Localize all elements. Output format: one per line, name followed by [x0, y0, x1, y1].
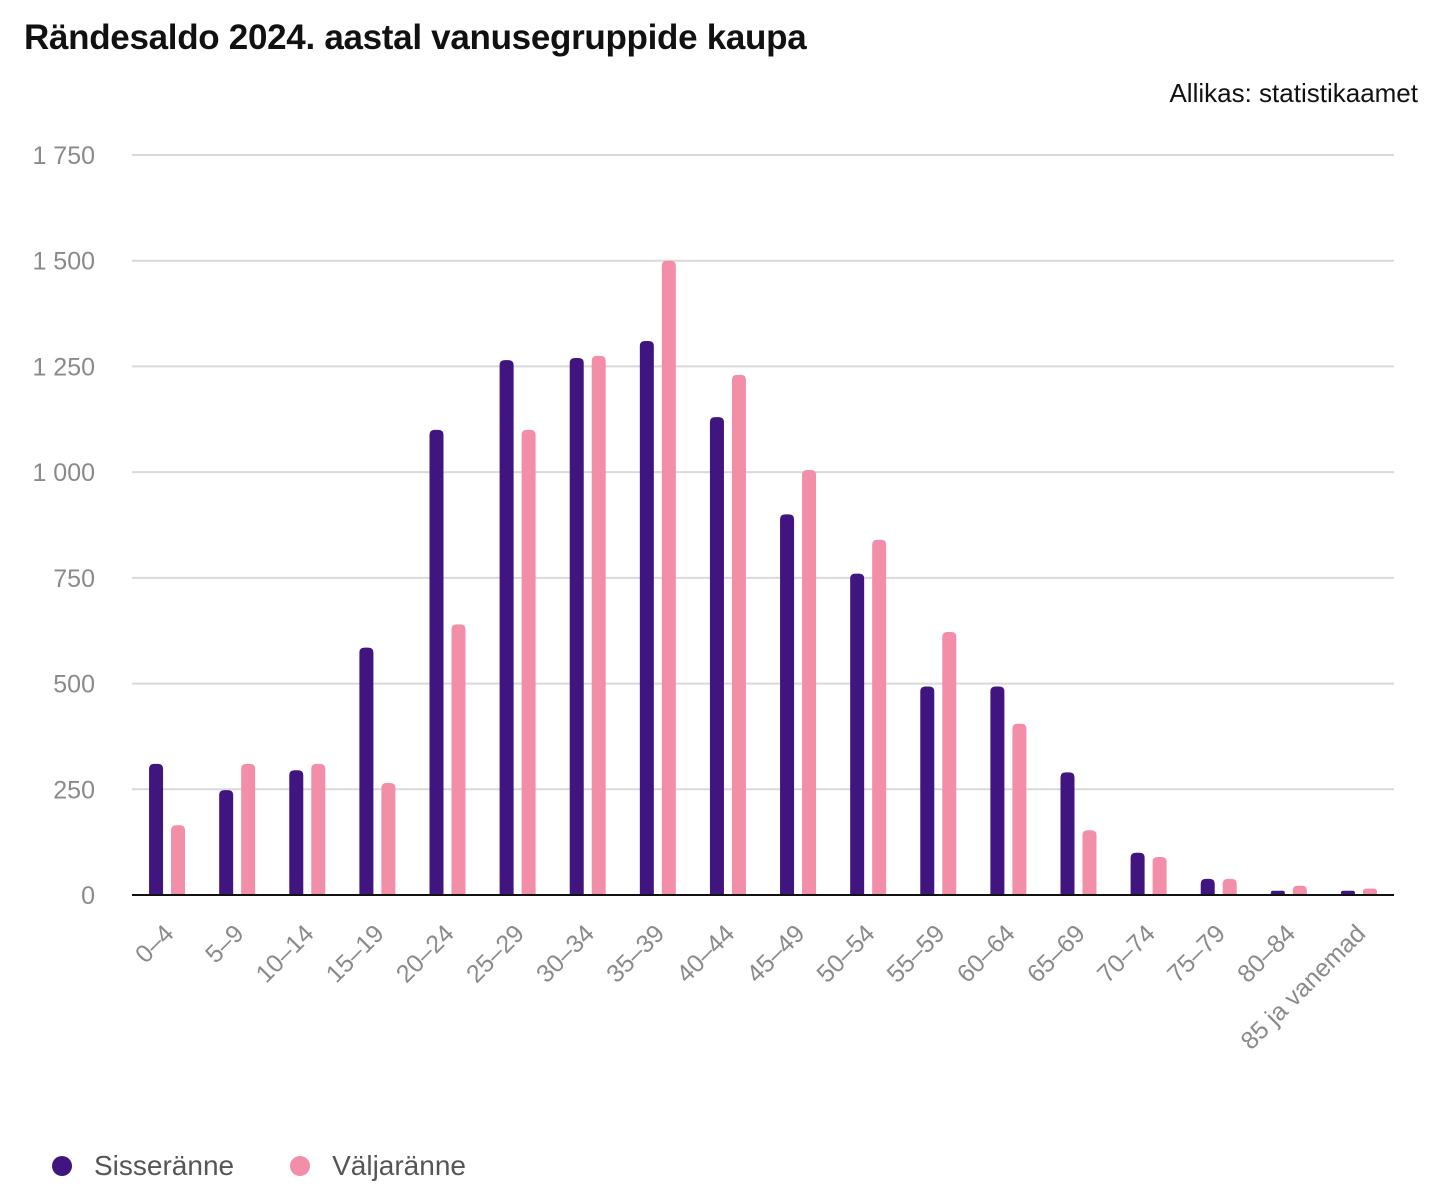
x-tick-label: 10–14	[251, 919, 320, 988]
bar-valjaranne[interactable]	[171, 825, 186, 895]
bar-valjaranne[interactable]	[451, 624, 466, 895]
bar-valjaranne[interactable]	[1152, 856, 1167, 895]
x-tick-label: 75–79	[1162, 919, 1231, 988]
legend-item-sisseranne[interactable]: Sisseränne	[52, 1150, 234, 1182]
bar-sisseranne[interactable]	[709, 417, 724, 895]
bar-sisseranne[interactable]	[639, 341, 654, 895]
bar-sisseranne[interactable]	[219, 790, 234, 895]
x-tick-label: 5–9	[200, 919, 249, 968]
bar-valjaranne[interactable]	[1362, 888, 1377, 895]
legend-label-valjaranne: Väljaränne	[332, 1150, 466, 1181]
x-tick-label: 15–19	[321, 919, 390, 988]
bar-sisseranne[interactable]	[289, 770, 304, 895]
bar-sisseranne[interactable]	[850, 573, 865, 895]
bar-valjaranne[interactable]	[1292, 885, 1307, 895]
bar-sisseranne[interactable]	[149, 763, 164, 895]
x-tick-label: 50–54	[811, 919, 880, 988]
legend-item-valjaranne[interactable]: Väljaränne	[290, 1150, 466, 1182]
legend-swatch-valjaranne	[290, 1156, 311, 1176]
x-tick-label: 45–49	[741, 919, 810, 988]
bar-sisseranne[interactable]	[1340, 890, 1355, 895]
x-tick-label: 85 ja vanemad	[1235, 919, 1371, 1055]
bar-sisseranne[interactable]	[1130, 852, 1145, 895]
bar-chart: 0 250 500 750 1 000 1 250 1 500 1 750 0–4 5–9 10–…	[32, 142, 1394, 1055]
x-tick-label: 80–84	[1232, 919, 1301, 988]
y-tick-label: 1 250	[32, 353, 95, 381]
bars	[149, 260, 1377, 896]
x-tick-label: 20–24	[391, 919, 460, 988]
x-axis-ticks: 0–4 5–9 10–14 15–19 20–24 25–29 30–34 35–39 40–4…	[130, 919, 1371, 1055]
x-tick-label: 40–44	[671, 919, 740, 988]
bar-sisseranne[interactable]	[920, 686, 935, 895]
bar-valjaranne[interactable]	[591, 355, 606, 895]
bar-sisseranne[interactable]	[780, 514, 795, 895]
bar-valjaranne[interactable]	[661, 260, 676, 895]
bar-sisseranne[interactable]	[990, 686, 1005, 895]
x-tick-label: 35–39	[601, 919, 670, 988]
legend-label-sisseranne: Sisseränne	[94, 1150, 235, 1181]
x-tick-label: 0–4	[130, 919, 179, 968]
y-tick-label: 1 750	[32, 142, 95, 170]
x-tick-label: 30–34	[531, 919, 600, 988]
bar-valjaranne[interactable]	[381, 782, 396, 895]
y-tick-label: 1 000	[32, 459, 95, 487]
bar-valjaranne[interactable]	[1082, 830, 1097, 895]
y-axis-ticks: 0 250 500 750 1 000 1 250 1 500 1 750	[32, 142, 95, 910]
bar-valjaranne[interactable]	[521, 429, 536, 895]
bar-valjaranne[interactable]	[731, 374, 746, 895]
bar-sisseranne[interactable]	[359, 647, 374, 895]
legend-swatch-sisseranne	[52, 1156, 72, 1176]
y-tick-label: 750	[53, 565, 95, 593]
x-tick-label: 70–74	[1092, 919, 1161, 988]
x-tick-label: 65–69	[1022, 919, 1091, 988]
bar-sisseranne[interactable]	[1200, 878, 1215, 895]
grid-lines	[132, 154, 1394, 791]
bar-valjaranne[interactable]	[311, 763, 326, 895]
bar-sisseranne[interactable]	[499, 360, 514, 896]
y-tick-label: 1 500	[32, 248, 95, 276]
bar-sisseranne[interactable]	[429, 429, 444, 895]
y-tick-label: 500	[53, 671, 95, 699]
bar-valjaranne[interactable]	[802, 470, 817, 895]
x-tick-label: 25–29	[461, 919, 530, 988]
x-tick-label: 55–59	[882, 919, 951, 988]
source-note: Allikas: statistikaamet	[1169, 78, 1418, 108]
bar-valjaranne[interactable]	[872, 539, 887, 895]
bar-sisseranne[interactable]	[1270, 890, 1285, 895]
bar-valjaranne[interactable]	[1012, 723, 1027, 895]
bar-valjaranne[interactable]	[942, 631, 957, 895]
x-tick-label: 60–64	[952, 919, 1021, 988]
bar-valjaranne[interactable]	[241, 763, 256, 895]
bar-sisseranne[interactable]	[1060, 772, 1075, 895]
y-tick-label: 250	[53, 776, 95, 804]
chart-title: Rändesaldo 2024. aastal vanusegruppide k…	[24, 18, 807, 57]
bar-sisseranne[interactable]	[569, 357, 584, 895]
legend: Sisseränne Väljaränne	[52, 1150, 522, 1182]
y-tick-label: 0	[81, 882, 95, 910]
bar-valjaranne[interactable]	[1222, 878, 1237, 895]
